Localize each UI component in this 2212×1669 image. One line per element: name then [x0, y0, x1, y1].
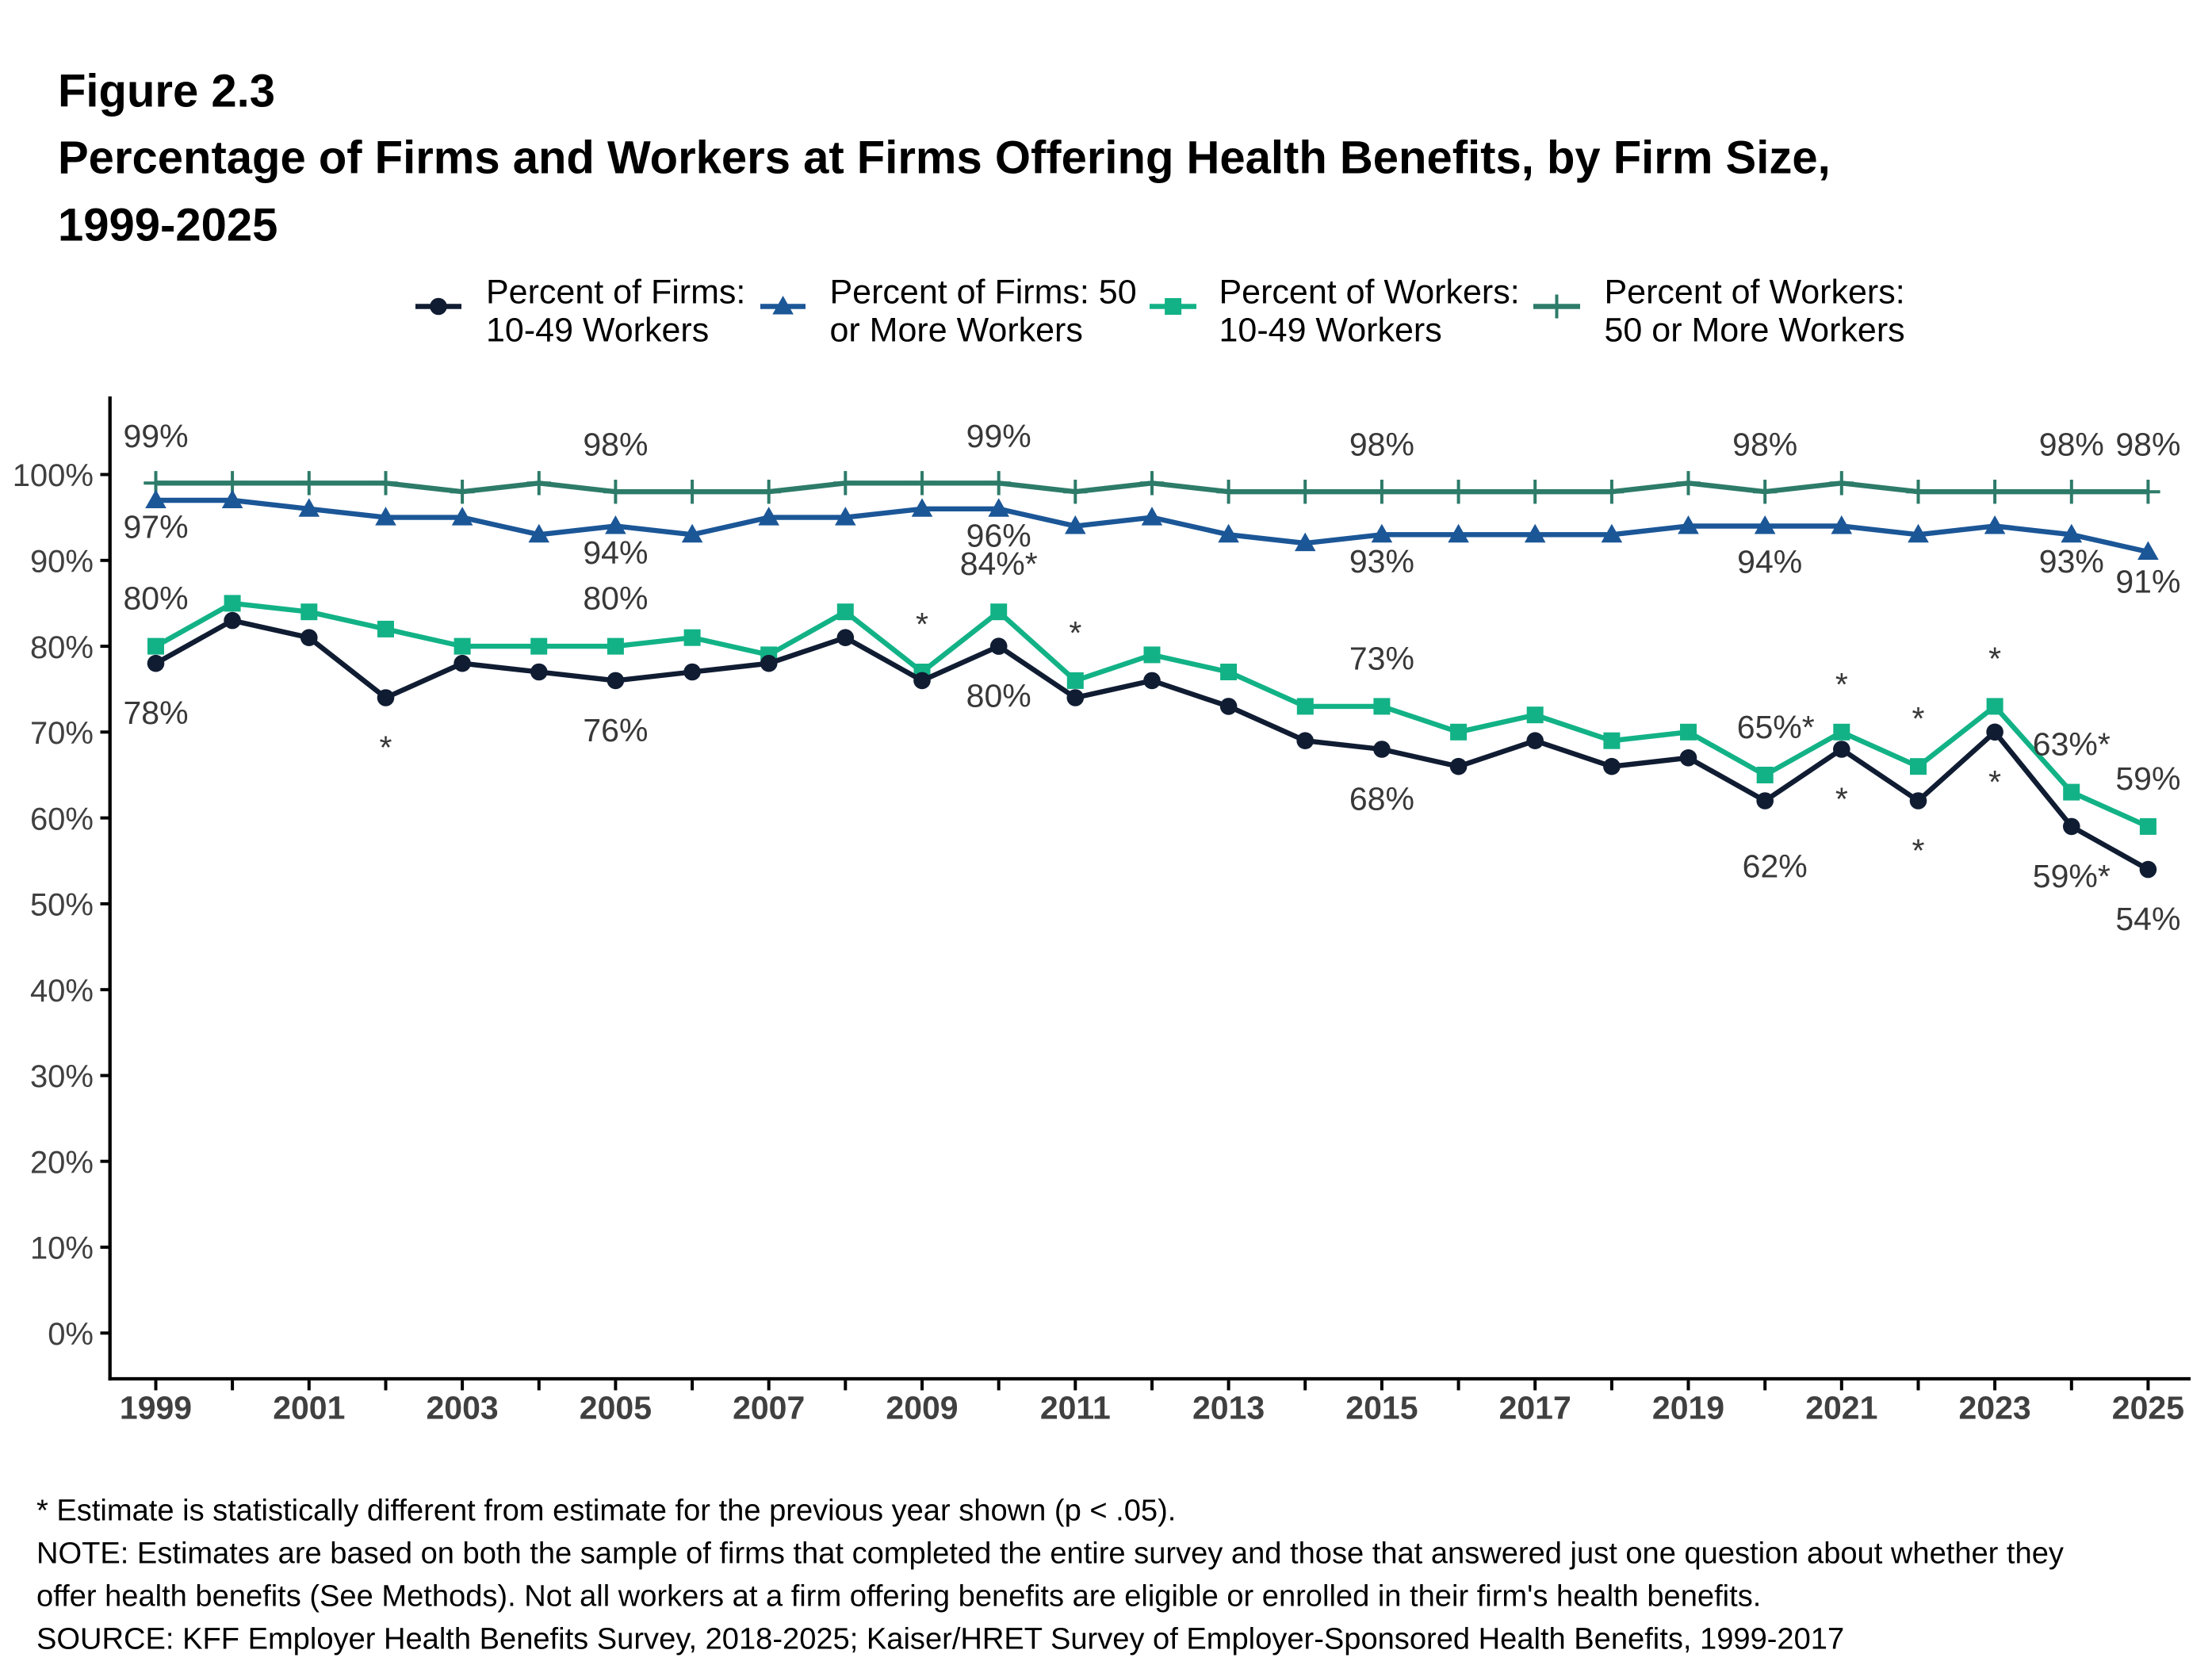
svg-text:*: * [380, 729, 392, 766]
svg-text:2001: 2001 [273, 1390, 345, 1426]
svg-text:96%: 96% [966, 517, 1031, 553]
svg-text:91%: 91% [2115, 564, 2180, 600]
svg-text:54%: 54% [2115, 901, 2180, 937]
svg-text:30%: 30% [30, 1059, 94, 1094]
svg-text:*: * [1835, 781, 1848, 817]
svg-text:98%: 98% [1732, 427, 1797, 463]
svg-text:*: * [1069, 614, 1081, 651]
svg-text:*: * [1835, 666, 1848, 702]
svg-text:63%*: 63%* [2033, 726, 2111, 763]
svg-text:62%: 62% [1743, 848, 1808, 885]
svg-text:93%: 93% [2039, 543, 2104, 580]
svg-text:73%: 73% [1349, 640, 1414, 676]
svg-text:98%: 98% [2115, 427, 2180, 463]
svg-text:2009: 2009 [886, 1390, 958, 1426]
svg-text:80%: 80% [583, 580, 648, 617]
svg-text:90%: 90% [30, 545, 94, 580]
svg-text:10-49 Workers: 10-49 Workers [486, 311, 709, 349]
svg-text:98%: 98% [2039, 427, 2104, 463]
svg-text:10%: 10% [30, 1231, 94, 1266]
svg-text:59%: 59% [2115, 760, 2180, 797]
svg-text:20%: 20% [30, 1145, 94, 1180]
svg-text:*: * [916, 606, 928, 642]
svg-text:1999: 1999 [120, 1390, 192, 1426]
svg-text:Percent of Firms: 50: Percent of Firms: 50 [830, 273, 1137, 311]
svg-text:2011: 2011 [1040, 1390, 1111, 1426]
svg-text:80%: 80% [123, 580, 188, 617]
svg-text:*: * [1988, 764, 2001, 800]
svg-text:97%: 97% [123, 509, 188, 545]
svg-text:94%: 94% [1737, 544, 1802, 580]
svg-text:Percent of Workers:: Percent of Workers: [1219, 273, 1520, 311]
svg-text:*: * [1912, 700, 1925, 737]
svg-text:*: * [1988, 640, 2001, 676]
svg-text:10-49 Workers: 10-49 Workers [1219, 311, 1442, 349]
svg-text:2015: 2015 [1345, 1390, 1418, 1426]
svg-text:* Estimate is statistically di: * Estimate is statistically different fr… [36, 1495, 1176, 1528]
svg-text:2023: 2023 [1958, 1390, 2030, 1426]
svg-text:or More Workers: or More Workers [830, 311, 1083, 349]
svg-text:99%: 99% [966, 418, 1031, 454]
svg-text:98%: 98% [583, 427, 648, 463]
svg-text:*: * [1912, 833, 1925, 869]
svg-text:60%: 60% [30, 802, 94, 836]
svg-text:NOTE: Estimates are based on b: NOTE: Estimates are based on both the sa… [36, 1537, 2064, 1571]
svg-text:Percent of Workers:: Percent of Workers: [1605, 273, 1905, 311]
svg-text:2003: 2003 [426, 1390, 498, 1426]
svg-text:80%: 80% [966, 678, 1031, 714]
svg-text:2025: 2025 [2112, 1390, 2184, 1426]
svg-text:78%: 78% [123, 695, 188, 731]
svg-text:Percentage of Firms and Worker: Percentage of Firms and Workers at Firms… [58, 132, 1831, 183]
svg-text:99%: 99% [123, 418, 188, 454]
svg-text:2007: 2007 [733, 1390, 805, 1426]
svg-text:40%: 40% [30, 974, 94, 1009]
svg-text:80%: 80% [30, 630, 94, 665]
svg-text:50 or More Workers: 50 or More Workers [1605, 311, 1905, 349]
svg-text:94%: 94% [583, 534, 648, 571]
svg-text:50%: 50% [30, 888, 94, 923]
svg-text:2017: 2017 [1499, 1390, 1571, 1426]
svg-text:offer health benefits (See Met: offer health benefits (See Methods). Not… [36, 1580, 1761, 1613]
svg-text:76%: 76% [583, 712, 648, 748]
svg-text:68%: 68% [1349, 781, 1414, 817]
svg-text:SOURCE: KFF Employer Health Be: SOURCE: KFF Employer Health Benefits Sur… [36, 1623, 1844, 1656]
svg-text:2005: 2005 [580, 1390, 652, 1426]
svg-text:2019: 2019 [1652, 1390, 1724, 1426]
svg-text:98%: 98% [1349, 427, 1414, 463]
svg-text:2021: 2021 [1805, 1390, 1877, 1426]
svg-text:0%: 0% [48, 1317, 94, 1352]
svg-text:59%*: 59%* [2033, 858, 2111, 894]
svg-text:1999-2025: 1999-2025 [58, 200, 277, 251]
svg-text:2013: 2013 [1192, 1390, 1265, 1426]
svg-text:100%: 100% [13, 458, 94, 493]
svg-text:93%: 93% [1349, 543, 1414, 580]
svg-text:Percent of Firms:: Percent of Firms: [486, 273, 745, 311]
svg-text:65%*: 65%* [1737, 709, 1815, 745]
svg-text:Figure 2.3: Figure 2.3 [58, 66, 275, 117]
svg-text:70%: 70% [30, 716, 94, 751]
svg-text:84%*: 84%* [960, 545, 1038, 582]
